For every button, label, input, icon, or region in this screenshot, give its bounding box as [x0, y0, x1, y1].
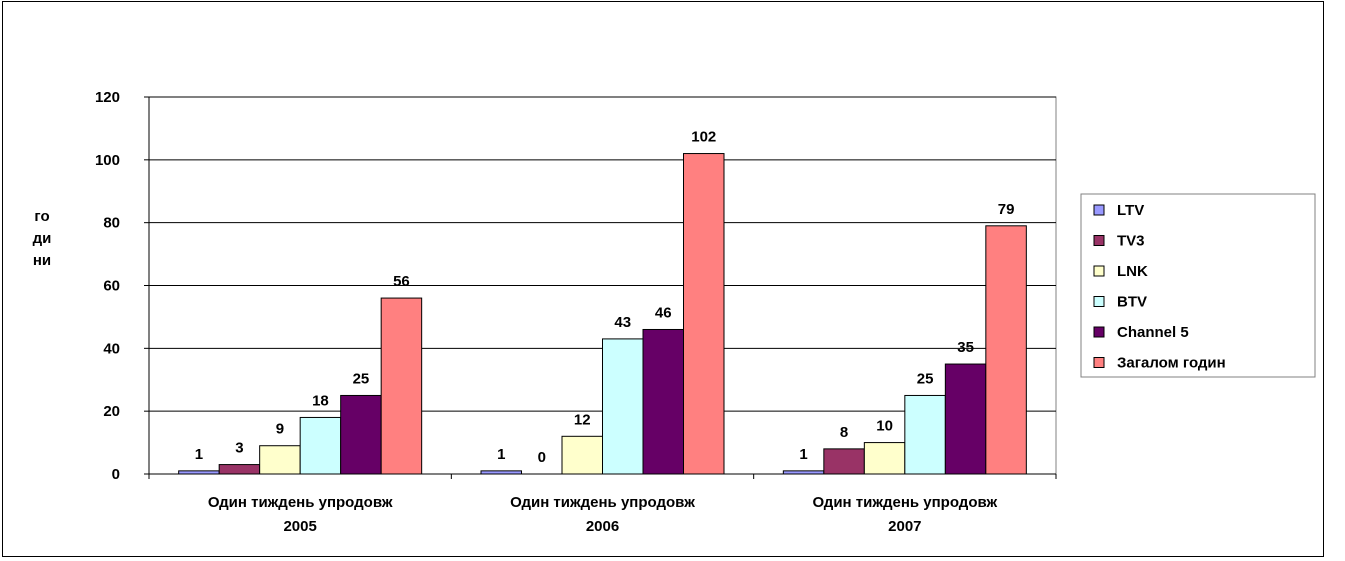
- legend-swatch: [1093, 265, 1105, 277]
- data-label: 9: [276, 421, 284, 438]
- y-tick-label: 40: [103, 340, 120, 357]
- bar: [642, 328, 684, 475]
- bar: [944, 363, 987, 475]
- legend-swatch: [1093, 357, 1105, 368]
- y-tick-label: 80: [103, 215, 120, 232]
- bar: [299, 416, 342, 475]
- bar: [823, 448, 865, 475]
- data-label: 25: [353, 370, 370, 387]
- data-label: 8: [840, 424, 848, 441]
- data-label: 35: [957, 339, 974, 356]
- y-tick-label: 0: [112, 466, 120, 483]
- bar: [602, 338, 644, 475]
- bar: [380, 297, 423, 475]
- data-label: 10: [876, 418, 893, 435]
- bars: [178, 153, 1027, 475]
- data-label: 3: [235, 440, 243, 457]
- y-axis-title: го ди ни: [33, 208, 52, 269]
- legend-swatch: [1093, 204, 1105, 216]
- data-label: 1: [799, 446, 807, 463]
- legend-box: [1080, 193, 1316, 378]
- data-label: 0: [538, 449, 546, 466]
- legend-entry: LTV: [1117, 202, 1144, 219]
- bar: [259, 445, 301, 475]
- legend: LTV TV3 LNK BTV Channel 5 Загалом годин: [1080, 193, 1316, 378]
- legend-entry: Channel 5: [1117, 324, 1189, 341]
- data-label: 1: [497, 446, 505, 463]
- data-label: 25: [917, 370, 934, 387]
- bar: [683, 153, 725, 475]
- y-tick-label: 120: [95, 89, 120, 106]
- legend-entry: Загалом годин: [1117, 355, 1226, 372]
- bar: [863, 442, 906, 475]
- data-label: 43: [614, 314, 631, 331]
- data-label: 18: [312, 392, 329, 409]
- legend-entry: BTV: [1117, 294, 1147, 311]
- bar: [340, 394, 382, 475]
- data-label: 46: [655, 304, 672, 321]
- bar: [218, 464, 261, 475]
- y-tick-label: 100: [95, 152, 120, 169]
- x-tick-label: Один тиждень упродовж 2007: [813, 494, 998, 535]
- data-label: 56: [393, 273, 410, 290]
- x-tick-label: Один тиждень упродовж 2006: [510, 494, 695, 535]
- legend-swatch: [1093, 235, 1105, 246]
- bar: [985, 225, 1027, 475]
- legend-swatch: [1093, 296, 1105, 307]
- data-label: 79: [998, 201, 1015, 218]
- y-axis-label: го ди ни: [33, 208, 52, 269]
- legend-swatch: [1093, 326, 1105, 338]
- legend-entry: TV3: [1117, 233, 1145, 250]
- bar: [904, 394, 946, 475]
- y-tick-label: 20: [103, 403, 120, 420]
- legend-entry: LNK: [1117, 263, 1148, 280]
- data-label: 102: [691, 129, 716, 146]
- data-label: 1: [195, 446, 203, 463]
- y-tick-label: 60: [103, 278, 120, 295]
- x-tick-label: Один тиждень упродовж 2005: [208, 494, 393, 535]
- bar: [561, 435, 603, 475]
- data-label: 12: [574, 411, 591, 428]
